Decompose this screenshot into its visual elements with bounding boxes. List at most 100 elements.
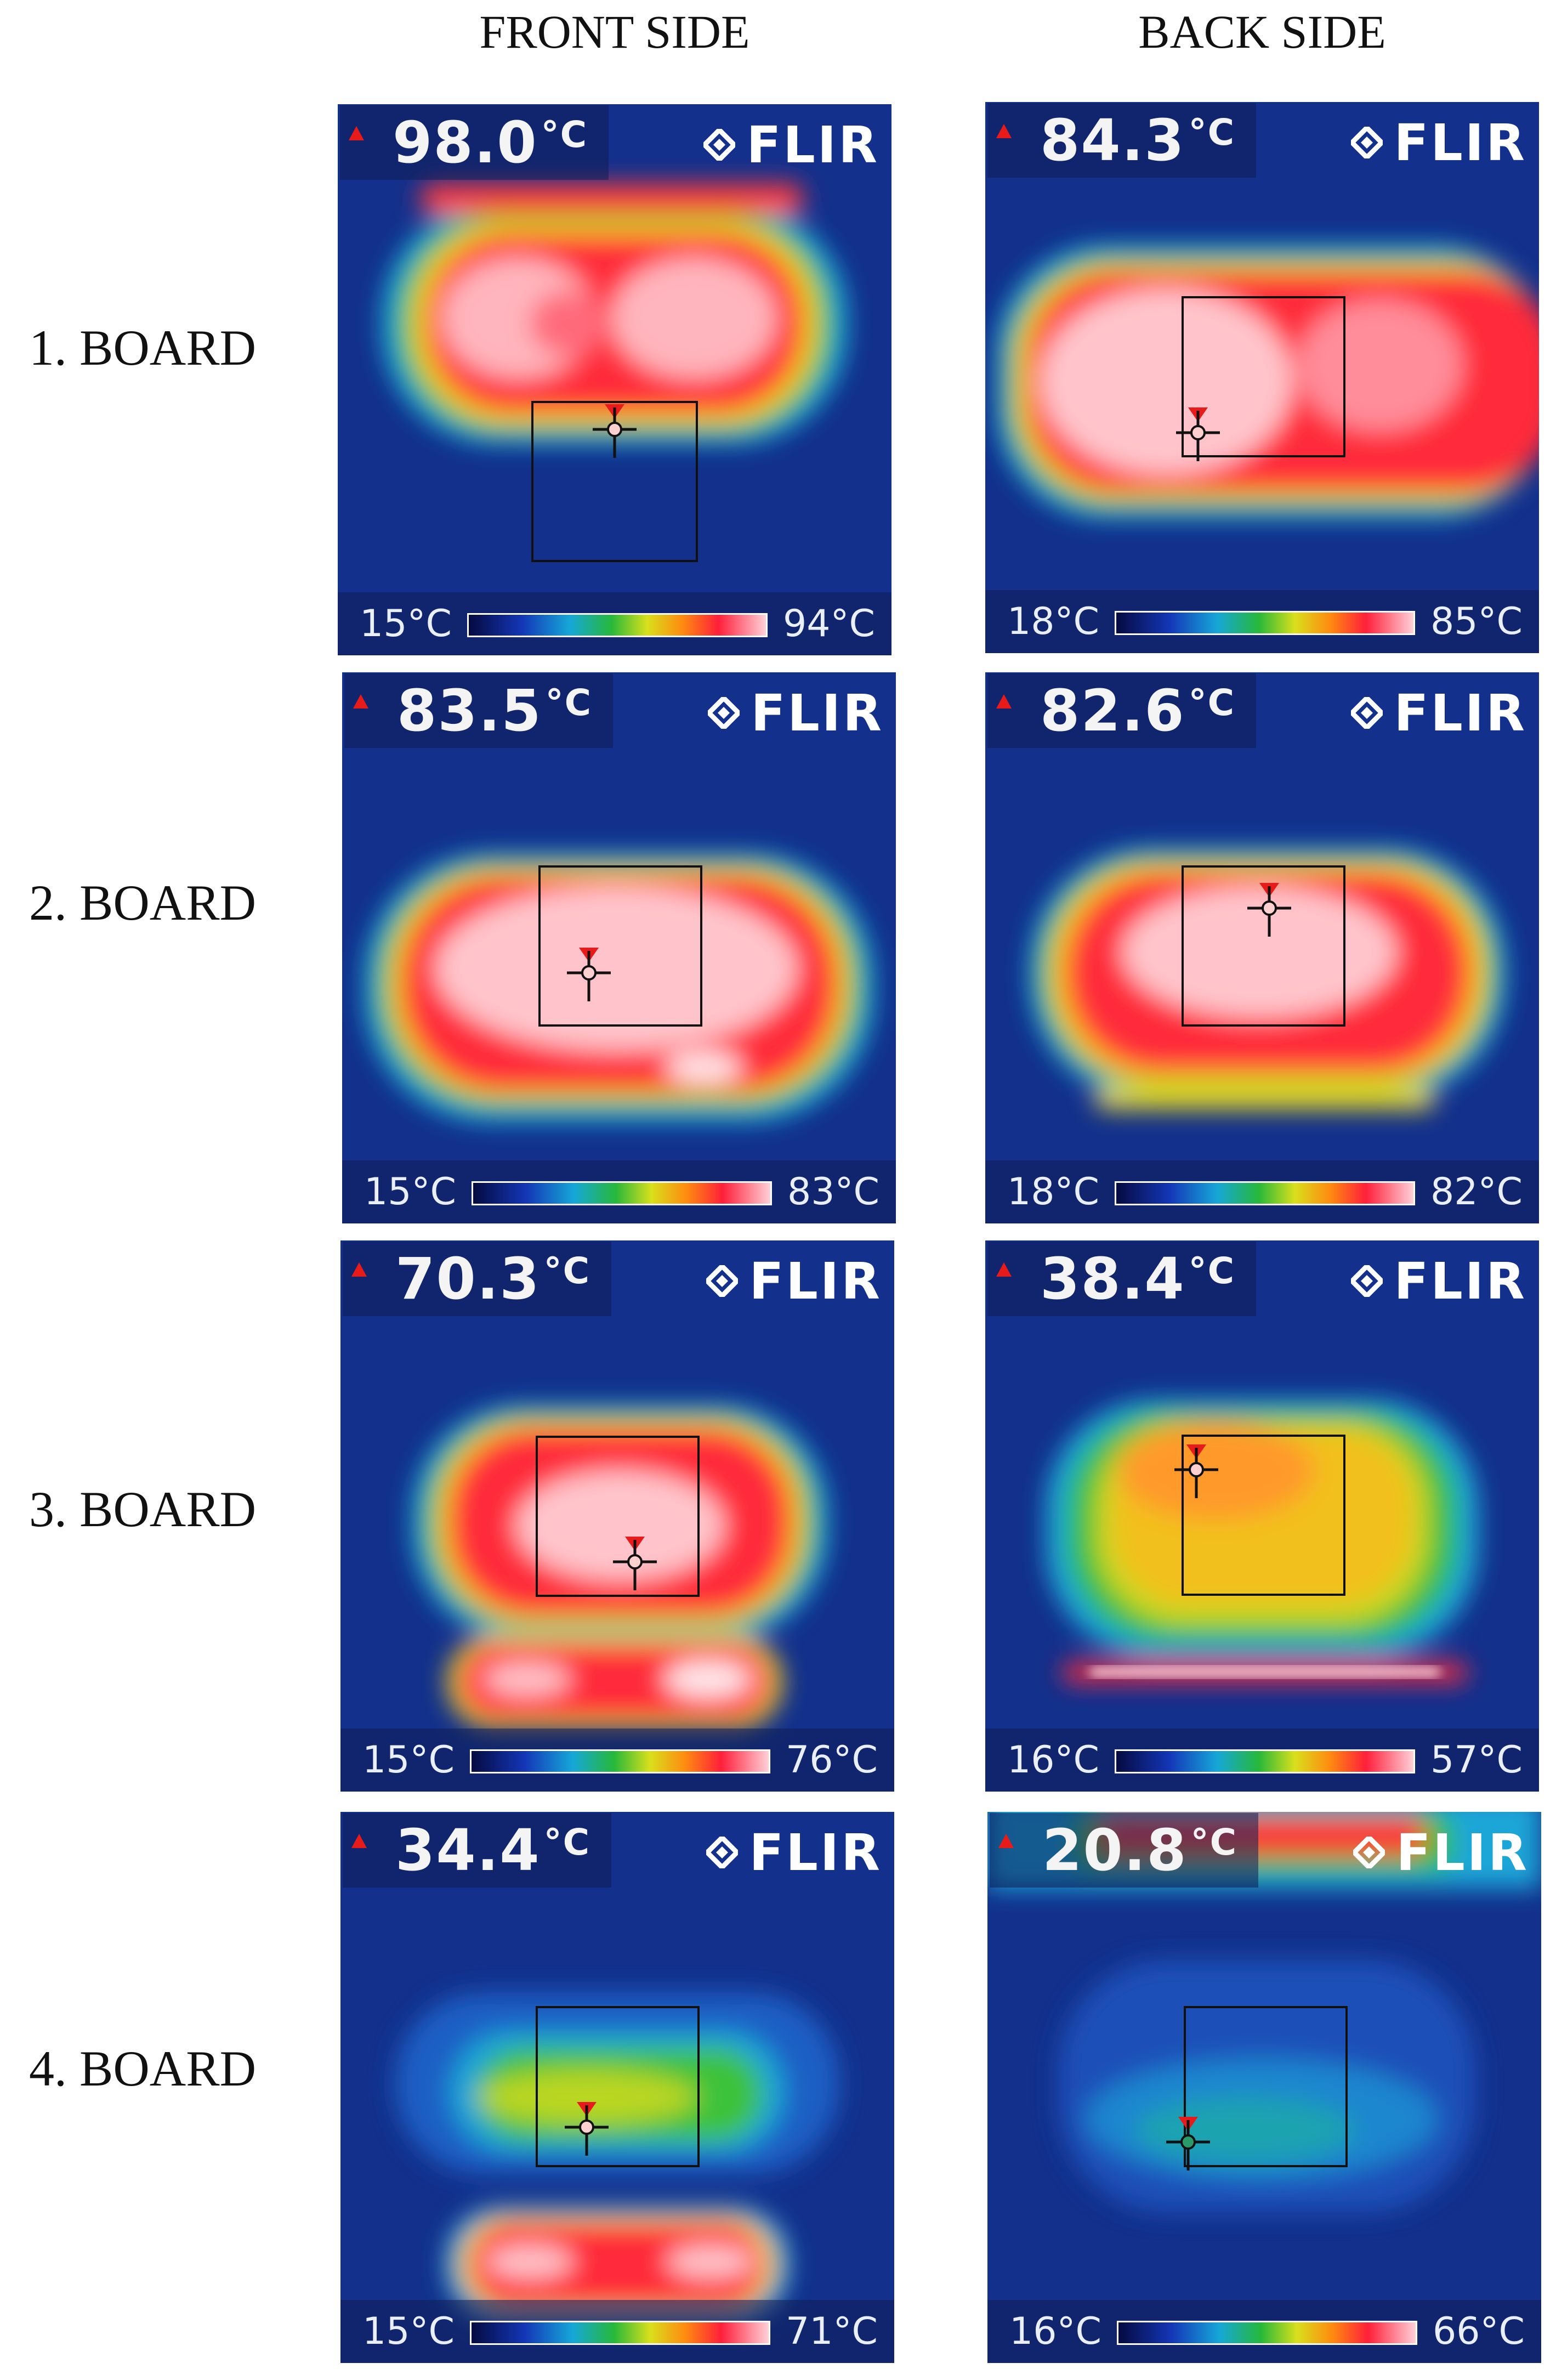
max-temp-readout: 20.8°C xyxy=(990,1813,1258,1888)
red-triangle-icon xyxy=(351,1262,367,1277)
red-triangle-icon xyxy=(996,1262,1012,1277)
heat-map xyxy=(985,1240,1539,1792)
heat-map xyxy=(985,672,1539,1223)
scale-max: 66°C xyxy=(1432,2310,1525,2353)
color-scale-bar xyxy=(470,1749,770,1773)
scale-min: 15°C xyxy=(362,1738,455,1782)
row-label-board-4: 4. BOARD xyxy=(29,2041,257,2096)
crosshair-icon xyxy=(565,2102,609,2156)
heat-map xyxy=(987,1812,1541,2363)
flir-logo: FLIR xyxy=(1351,684,1527,743)
thermal-image-board-1-front: 98.0°C FLIR 15°C 94°C xyxy=(338,104,891,655)
hotspot-marker xyxy=(1174,1443,1218,1506)
temperature-scale: 15°C 71°C xyxy=(340,2300,894,2363)
temperature-scale: 15°C 94°C xyxy=(338,592,891,655)
hotspot-marker xyxy=(1166,2116,1210,2179)
row-label-board-1: 1. BOARD xyxy=(29,320,257,376)
red-triangle-icon xyxy=(349,126,364,140)
thermal-image-board-3-front: 70.3°C FLIR 15°C 76°C xyxy=(340,1240,894,1792)
color-scale-bar xyxy=(470,2321,770,2345)
heat-map xyxy=(340,1240,894,1792)
scale-min: 15°C xyxy=(360,602,452,645)
hotspot-marker xyxy=(565,2101,609,2164)
max-temp-readout: 82.6°C xyxy=(987,673,1256,748)
scale-max: 57°C xyxy=(1430,1738,1523,1782)
scale-max: 94°C xyxy=(782,602,875,645)
flir-diamond-icon xyxy=(1351,1265,1383,1297)
thermal-image-board-1-back: 84.3°C FLIR 18°C 85°C xyxy=(985,102,1539,653)
crosshair-icon xyxy=(1166,2117,1210,2171)
flir-diamond-icon xyxy=(1351,697,1383,729)
flir-logo: FLIR xyxy=(706,1823,882,1882)
crosshair-icon xyxy=(593,404,637,458)
flir-diamond-icon xyxy=(706,1837,739,1868)
color-scale-bar xyxy=(1115,1749,1415,1773)
max-temp-readout: 83.5°C xyxy=(344,673,613,748)
hotspot-marker xyxy=(1247,882,1291,945)
scale-max: 76°C xyxy=(785,1738,878,1782)
hotspot-marker xyxy=(1176,406,1220,469)
scale-max: 85°C xyxy=(1430,600,1523,643)
thermal-image-board-3-back: 38.4°C FLIR 16°C 57°C xyxy=(985,1240,1539,1792)
temperature-scale: 15°C 76°C xyxy=(340,1729,894,1792)
temperature-scale: 16°C 66°C xyxy=(987,2300,1541,2363)
color-scale-bar xyxy=(1117,2321,1417,2345)
hotspot-marker xyxy=(567,947,611,1010)
scale-min: 18°C xyxy=(1007,1170,1100,1214)
max-temp-value: 84.3°C xyxy=(1040,107,1236,174)
flir-logo: FLIR xyxy=(1351,1252,1527,1311)
flir-logo: FLIR xyxy=(703,116,879,174)
color-scale-bar xyxy=(1115,611,1415,635)
scale-min: 15°C xyxy=(362,2310,455,2353)
heat-map xyxy=(342,672,896,1223)
max-temp-value: 34.4°C xyxy=(395,1817,591,1884)
temperature-scale: 16°C 57°C xyxy=(985,1729,1539,1792)
crosshair-icon xyxy=(1247,883,1291,937)
row-label-board-2: 2. BOARD xyxy=(29,875,257,931)
red-triangle-icon xyxy=(996,124,1012,138)
scale-min: 15°C xyxy=(364,1170,457,1214)
max-temp-value: 70.3°C xyxy=(395,1245,591,1312)
scale-max: 82°C xyxy=(1430,1170,1523,1214)
temperature-scale: 18°C 82°C xyxy=(985,1160,1539,1223)
temperature-scale: 15°C 83°C xyxy=(342,1160,896,1223)
heat-map xyxy=(338,104,891,655)
flir-diamond-icon xyxy=(708,697,740,729)
flir-diamond-icon xyxy=(706,1265,739,1297)
flir-logo: FLIR xyxy=(1351,114,1527,172)
temperature-scale: 18°C 85°C xyxy=(985,590,1539,653)
thermal-image-board-2-back: 82.6°C FLIR 18°C 82°C xyxy=(985,672,1539,1223)
flir-diamond-icon xyxy=(703,129,736,161)
color-scale-bar xyxy=(472,1181,772,1205)
max-temp-value: 82.6°C xyxy=(1040,677,1236,744)
max-temp-value: 83.5°C xyxy=(397,677,593,744)
scale-max: 83°C xyxy=(787,1170,879,1214)
row-label-board-3: 3. BOARD xyxy=(29,1481,257,1537)
hotspot-marker xyxy=(593,403,637,466)
hotspot-marker xyxy=(613,1535,657,1599)
red-triangle-icon xyxy=(353,694,368,709)
max-temp-value: 38.4°C xyxy=(1040,1245,1236,1312)
thermal-image-board-4-front: 34.4°C FLIR 15°C 71°C xyxy=(340,1812,894,2363)
max-temp-value: 20.8°C xyxy=(1042,1817,1238,1884)
red-triangle-icon xyxy=(998,1834,1014,1848)
flir-logo: FLIR xyxy=(708,684,884,743)
max-temp-readout: 70.3°C xyxy=(343,1242,611,1316)
flir-diamond-icon xyxy=(1353,1837,1385,1868)
thermal-image-board-2-front: 83.5°C FLIR 15°C 83°C xyxy=(342,672,896,1223)
back-side-header: BACK SIDE xyxy=(1138,5,1386,58)
color-scale-bar xyxy=(467,613,768,637)
heat-map xyxy=(985,102,1539,653)
max-temp-value: 98.0°C xyxy=(393,109,588,176)
scale-min: 16°C xyxy=(1009,2310,1102,2353)
max-temp-readout: 38.4°C xyxy=(987,1242,1256,1316)
flir-logo: FLIR xyxy=(706,1252,882,1311)
front-side-header: FRONT SIDE xyxy=(479,5,750,58)
thermal-image-board-4-back: 20.8°C FLIR 16°C 66°C xyxy=(987,1812,1541,2363)
flir-logo: FLIR xyxy=(1353,1823,1529,1882)
crosshair-icon xyxy=(1174,1444,1218,1498)
max-temp-readout: 34.4°C xyxy=(343,1813,611,1888)
scale-min: 16°C xyxy=(1007,1738,1100,1782)
scale-min: 18°C xyxy=(1007,600,1100,643)
max-temp-readout: 84.3°C xyxy=(987,103,1256,178)
